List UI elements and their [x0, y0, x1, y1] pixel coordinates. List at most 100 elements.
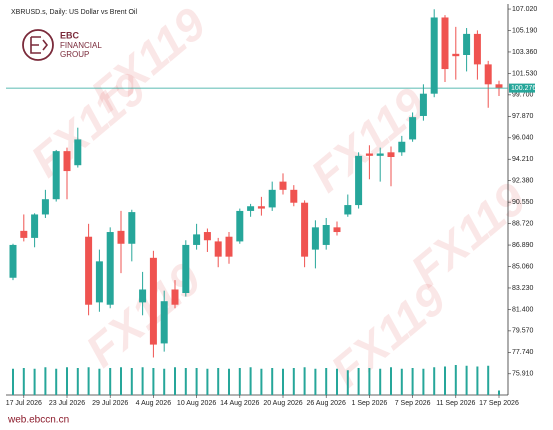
candle-body: [182, 244, 190, 293]
y-tick-label: 77.740: [512, 349, 534, 356]
candle-body: [52, 151, 60, 200]
volume-bar: [249, 367, 252, 395]
volume-bar: [444, 366, 446, 395]
volume-bar: [66, 367, 68, 395]
volume-bar: [357, 368, 360, 395]
candle-body: [257, 206, 265, 209]
volume-bar: [12, 368, 14, 395]
candle-body: [236, 210, 244, 242]
volume-bar: [238, 368, 241, 395]
candle-body: [139, 289, 147, 303]
candle-body: [322, 225, 330, 245]
y-tick-label: 94.210: [512, 156, 534, 163]
candle-body: [301, 202, 309, 257]
candle-body: [95, 261, 103, 303]
candle-body: [225, 236, 233, 257]
x-tick-label: 26 Aug 2026: [307, 400, 346, 407]
y-tick-label: 107.020: [512, 6, 537, 13]
x-tick-label: 10 Aug 2026: [177, 400, 216, 407]
volume-bar: [314, 368, 317, 395]
y-tick-label: 101.530: [512, 70, 537, 77]
price-label: 100.276: [511, 85, 536, 92]
candle-body: [430, 17, 438, 94]
volume-bar: [282, 368, 284, 395]
y-tick-label: 90.550: [512, 199, 534, 206]
x-tick-label: 11 Sep 2026: [436, 400, 475, 407]
volume-bar: [55, 368, 58, 395]
candle-body: [484, 64, 492, 85]
candle-body: [311, 227, 319, 250]
candle-body: [441, 17, 449, 70]
candle-body: [473, 33, 481, 65]
volume-bar: [152, 368, 155, 395]
x-tick-label: 29 Jul 2026: [92, 400, 128, 407]
volume-bar: [109, 368, 112, 395]
volume-bar: [400, 368, 403, 395]
candle-body: [495, 84, 503, 88]
candle-body: [160, 301, 168, 344]
x-tick-label: 7 Sep 2026: [395, 400, 431, 407]
volume-bar: [476, 366, 479, 395]
x-tick-label: 1 Sep 2026: [351, 400, 387, 407]
logo-text: FINANCIAL: [60, 41, 102, 50]
volume-bar: [422, 368, 425, 395]
volume-bar: [206, 368, 209, 395]
y-tick-label: 97.870: [512, 113, 534, 120]
candle-body: [149, 257, 157, 345]
volume-bar: [271, 368, 274, 395]
candle-body: [74, 139, 82, 166]
logo-mark: [30, 36, 49, 54]
volume-bar: [33, 368, 36, 395]
candle-body: [355, 155, 363, 206]
logo-text: GROUP: [60, 50, 89, 59]
volume-bar: [346, 370, 349, 395]
volume-bar: [87, 367, 90, 395]
y-tick-label: 99.700: [512, 92, 534, 99]
y-tick-label: 105.190: [512, 27, 537, 34]
candle-body: [333, 227, 341, 233]
volume-bar: [390, 367, 392, 395]
volume-bar: [465, 365, 468, 395]
volume-bar: [163, 368, 166, 395]
logo-text: EBC: [60, 30, 80, 40]
candle-body: [20, 230, 28, 238]
candle-body: [290, 189, 298, 203]
volume-bar: [120, 367, 122, 395]
candle-body: [117, 230, 125, 244]
candle-body: [171, 289, 179, 305]
volume-bar: [303, 367, 306, 395]
x-tick-label: 4 Aug 2026: [136, 400, 172, 407]
x-tick-label: 23 Jul 2026: [49, 400, 85, 407]
x-tick-label: 17 Jul 2026: [6, 400, 42, 407]
logo: EBC FINANCIAL GROUP: [22, 29, 102, 61]
candle-body: [365, 153, 373, 156]
candle-body: [193, 234, 201, 245]
candle-body: [128, 212, 136, 244]
candle-body: [268, 189, 276, 208]
volume-bar: [141, 367, 144, 395]
y-tick-label: 81.400: [512, 306, 534, 313]
candle-body: [31, 214, 39, 238]
y-tick-label: 96.040: [512, 135, 534, 142]
logo-ring: [22, 29, 54, 61]
x-tick-label: 20 Aug 2026: [263, 400, 302, 407]
volume-bar: [487, 365, 490, 395]
candle-body: [106, 232, 114, 305]
volume-bar: [22, 368, 25, 395]
candle-body: [376, 153, 384, 156]
candle-body: [203, 232, 211, 241]
volume-bar: [433, 367, 436, 395]
volume-bar: [195, 368, 198, 395]
chart-title: XBRUSD.s, Daily: US Dollar vs Brent Oil: [11, 9, 137, 16]
candle-body: [9, 244, 17, 278]
y-tick-label: 88.720: [512, 220, 534, 227]
volume-bar: [228, 368, 230, 395]
volume-bar: [174, 367, 176, 395]
volume-bar: [292, 368, 295, 395]
candle-body: [63, 151, 71, 172]
candle-body: [247, 206, 255, 211]
volume-bar: [368, 368, 371, 395]
x-tick-label: 17 Sep 2026: [479, 400, 519, 407]
y-tick-label: 85.060: [512, 263, 534, 270]
